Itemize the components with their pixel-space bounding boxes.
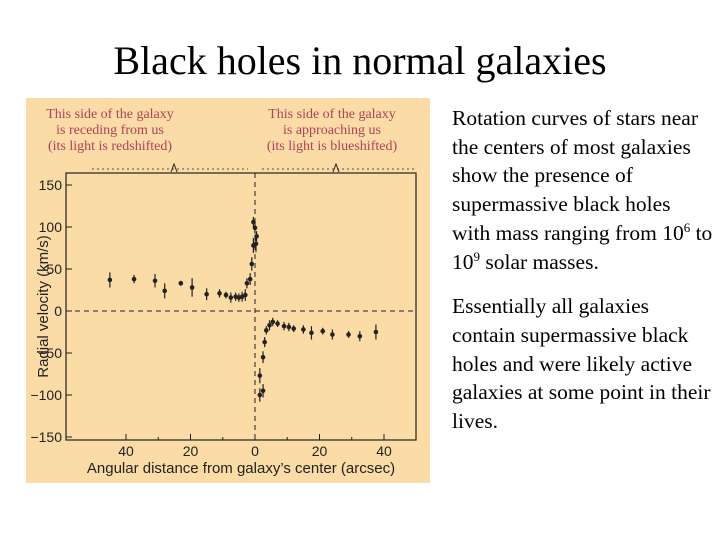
chart-marks [107,216,379,402]
data-point [254,233,259,239]
data-point [301,327,306,332]
paragraph1-text-a: Rotation curves of stars near the center… [452,106,698,245]
y-tick-label: 150 [39,177,63,193]
data-point [257,373,263,378]
x-tick-label: 40 [376,443,392,459]
plot-frame [65,172,417,441]
data-point [107,277,113,283]
data-point [320,328,326,334]
data-point [244,280,250,286]
paragraph1-text-c: solar masses. [480,249,599,274]
data-point [228,295,234,300]
data-point [162,288,167,294]
data-point [275,321,280,326]
rotation-curve-figure: This side of the galaxy is receding from … [26,98,430,483]
exponent-6: 6 [683,219,691,235]
data-point [131,276,137,282]
x-tick-label: 20 [312,443,328,459]
y-tick-label: 100 [39,219,63,235]
data-point [267,322,272,328]
y-tick-label: −150 [30,429,62,445]
x-tick-label: 0 [251,443,259,459]
data-point [309,330,314,336]
paragraph1-text-b: to 10 [452,220,713,274]
annotation-left-line: This side of the galaxy [46,107,174,122]
data-point [249,261,255,267]
data-point [263,328,269,333]
data-point [260,388,266,394]
y-tick-label: 0 [54,303,62,319]
data-point [286,324,292,330]
y-tick-label: −50 [38,345,62,361]
x-axis-label: Angular distance from galaxy’s center (a… [87,460,395,477]
data-point [217,291,222,296]
data-point [330,332,335,337]
data-point [262,339,267,345]
arrow-left-icon [170,162,178,173]
data-point [253,241,259,247]
y-tick-label: −100 [30,387,62,403]
data-point [247,276,253,282]
y-tick-label: 50 [46,261,62,277]
data-point [178,280,184,286]
y-axis-label: Radial velocity (km/s) [35,235,52,378]
data-point [346,332,351,337]
paragraph-rotation-curves: Rotation curves of stars near the center… [452,104,714,276]
annotation-left-line: (its light is redshifted) [48,139,172,154]
annotation-right-line: This side of the galaxy [268,107,396,122]
data-point [189,285,195,290]
data-point [373,329,379,335]
arrow-right-icon [332,162,340,173]
text-column: Rotation curves of stars near the center… [452,104,714,452]
data-point [152,278,158,284]
slide-title: Black holes in normal galaxies [113,38,607,83]
x-tick-label: 40 [118,443,134,459]
data-point [270,319,276,325]
data-point [260,354,266,360]
paragraph-all-galaxies: Essentially all galaxies contain superma… [452,294,711,434]
x-tick-label: 20 [183,443,199,459]
exponent-9: 9 [473,248,481,264]
data-point [243,292,248,298]
data-point [204,291,209,297]
annotation-right-line: is approaching us [283,123,381,138]
annotation-right-line: (its light is blueshifted) [267,139,398,154]
data-point [291,326,297,331]
data-point [223,292,229,298]
data-point [252,225,258,231]
data-point [281,323,287,329]
data-point [357,333,363,339]
data-point [257,392,263,398]
annotation-left-line: is receding from us [56,123,164,138]
